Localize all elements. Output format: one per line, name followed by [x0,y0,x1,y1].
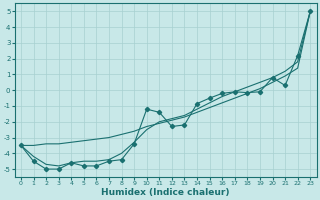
X-axis label: Humidex (Indice chaleur): Humidex (Indice chaleur) [101,188,230,197]
